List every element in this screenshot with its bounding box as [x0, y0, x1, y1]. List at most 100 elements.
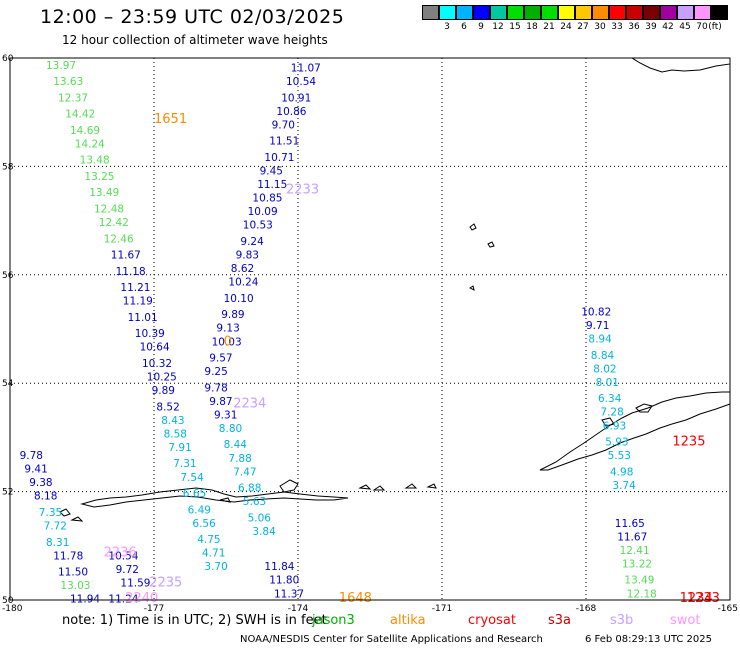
- wave-height-value: 13.97: [46, 60, 76, 72]
- wave-height-value: 9.89: [221, 309, 244, 321]
- wave-height-value: 9.38: [29, 477, 52, 489]
- wave-height-value: 13.03: [60, 580, 90, 592]
- lon-tick-label: -165: [718, 604, 738, 614]
- axis-tick-labels: 60 58 56 54 52 50-180 -177 -174 -171 -168 -165: [2, 54, 738, 614]
- satellite-legend-item: s3b: [610, 613, 634, 628]
- wave-height-value: 8.02: [593, 363, 616, 375]
- wave-height-value: 9.13: [216, 323, 239, 335]
- scale-label: 15: [509, 22, 521, 32]
- wave-height-value: 9.72: [116, 564, 139, 576]
- scale-label: 45: [679, 22, 691, 32]
- wave-height-value: 10.32: [142, 358, 172, 370]
- lat-tick-label: 52: [2, 488, 13, 498]
- wave-height-value: 10.53: [243, 220, 273, 232]
- pass-time-label: 2236: [104, 546, 137, 561]
- wave-height-value: 9.45: [260, 166, 283, 178]
- wave-height-value: 8.44: [224, 439, 248, 451]
- scale-label: 33: [611, 22, 623, 32]
- scale-swatch: [694, 5, 711, 20]
- wave-height-value: 11.19: [123, 296, 153, 308]
- page-title: 12:00 – 23:59 UTC 02/03/2025: [40, 6, 345, 28]
- wave-height-value: 5.53: [608, 450, 631, 462]
- wave-height-value: 3.70: [204, 561, 227, 573]
- pass-time-label: 1235: [672, 435, 705, 450]
- wave-height-value: 10.54: [108, 550, 138, 562]
- wave-height-value: 8.58: [164, 428, 187, 440]
- pass-time-label: 2240: [125, 591, 158, 606]
- note-text: note: 1) Time is in UTC; 2) SWH is in fe…: [62, 613, 327, 628]
- wave-height-value: 10.25: [147, 371, 177, 383]
- wave-height-value: 10.24: [228, 277, 258, 289]
- wave-height-value: 12.41: [620, 545, 650, 557]
- wave-height-value: 10.39: [135, 328, 165, 340]
- scale-label: 30: [594, 22, 606, 32]
- wave-height-value: 10.54: [286, 76, 316, 88]
- wave-height-value: 8.84: [591, 350, 615, 362]
- scale-label: 27: [577, 22, 589, 32]
- scale-swatch: [524, 5, 541, 20]
- scale-swatch: [643, 5, 660, 20]
- wave-height-value: 11.59: [120, 577, 150, 589]
- wave-height-value: 11.21: [120, 282, 150, 294]
- satellite-legend-item: cryosat: [468, 613, 516, 628]
- scale-label: 21: [543, 22, 555, 32]
- wave-height-value: 8.43: [161, 415, 184, 427]
- wave-height-value: 4.98: [610, 466, 633, 478]
- wave-height-value: 6.65: [183, 488, 206, 500]
- timestamp-text: 6 Feb 08:29:13 UTC 2025: [585, 634, 712, 645]
- wave-height-value: 13.63: [53, 76, 83, 88]
- wave-height-value: 7.47: [233, 466, 256, 478]
- satellite-legend-item: altika: [390, 613, 426, 628]
- wave-height-value: 11.78: [53, 550, 83, 562]
- wave-height-value: 8.18: [34, 491, 57, 503]
- pass-time-label: 1234: [680, 591, 713, 606]
- wave-height-value: 11.80: [269, 575, 299, 587]
- wave-height-value: 10.09: [248, 206, 278, 218]
- scale-label: 70: [696, 22, 708, 32]
- pass-time-label: 1233: [687, 591, 720, 606]
- wave-height-value: 4.75: [197, 534, 220, 546]
- lon-tick-label: -171: [432, 604, 452, 614]
- scale-swatch: [609, 5, 626, 20]
- lon-tick-label: -174: [288, 604, 309, 614]
- pass-time-label: 2234: [233, 397, 266, 412]
- lat-tick-label: 60: [2, 54, 14, 64]
- wave-height-value: 11.37: [274, 588, 304, 600]
- satellite-legend-item: swot: [670, 613, 701, 628]
- scale-label: 12: [492, 22, 504, 32]
- scale-swatch: [592, 5, 609, 20]
- wave-height-value: 3.74: [612, 480, 636, 492]
- scale-swatch: [677, 5, 694, 20]
- lat-lon-grid: [10, 58, 730, 600]
- wave-height-value: 14.69: [70, 125, 100, 137]
- wave-height-value: 3.84: [252, 526, 276, 538]
- wave-height-value: 9.70: [272, 119, 295, 131]
- wave-height-value: 13.25: [84, 171, 114, 183]
- wave-height-value: 14.42: [65, 109, 95, 121]
- wave-height-value: 11.18: [116, 266, 146, 278]
- wave-height-value: 7.35: [39, 507, 62, 519]
- scale-swatch: [575, 5, 592, 20]
- lon-tick-label: -180: [2, 604, 23, 614]
- wave-height-value: 7.31: [173, 458, 196, 470]
- wave-height-value: 7.54: [180, 472, 204, 484]
- scale-swatch: [439, 5, 456, 20]
- scale-label: 3: [444, 22, 450, 32]
- lat-tick-label: 50: [2, 596, 14, 606]
- lon-tick-label: -168: [576, 604, 597, 614]
- wave-height-value: 11.01: [128, 312, 158, 324]
- scale-label: 6: [461, 22, 467, 32]
- wave-height-value: 12.48: [94, 203, 124, 215]
- wave-height-value: 11.65: [615, 518, 645, 530]
- wave-height-value: 6.34: [598, 393, 622, 405]
- wave-height-value: 7.72: [44, 521, 67, 533]
- satellite-legend-item: jason3: [312, 613, 355, 628]
- wave-height-value: 4.71: [202, 548, 225, 560]
- pass-time-label: 1651: [154, 112, 187, 127]
- wave-height-value: 12.18: [627, 588, 657, 600]
- wave-height-value: 5.93: [605, 437, 628, 449]
- wave-height-value: 8.80: [219, 423, 242, 435]
